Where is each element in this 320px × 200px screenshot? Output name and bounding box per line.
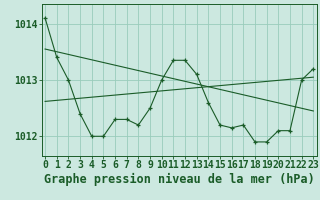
X-axis label: Graphe pression niveau de la mer (hPa): Graphe pression niveau de la mer (hPa) (44, 173, 315, 186)
